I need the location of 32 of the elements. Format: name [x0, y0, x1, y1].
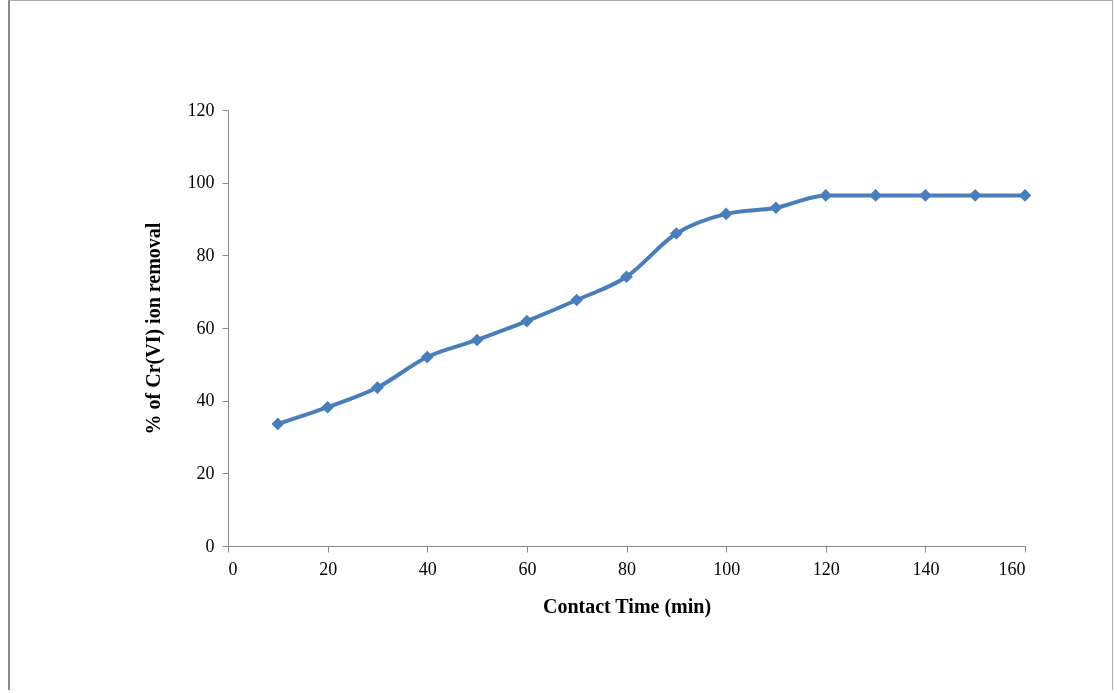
x-tick-label: 160	[998, 558, 1026, 579]
point	[968, 189, 982, 202]
y-tick-label: 100	[187, 172, 215, 193]
x-tick-label: 20	[319, 558, 338, 579]
y-tick-label: 0	[205, 535, 215, 556]
x-tick-label: 140	[912, 558, 940, 579]
y-tick-label: 80	[196, 244, 215, 265]
y-axis-title: % of Cr(VI) ion removal	[141, 222, 165, 435]
point	[520, 314, 534, 328]
x-tick-label: 120	[812, 558, 840, 579]
y-tick-label: 40	[196, 390, 215, 411]
point	[371, 381, 384, 394]
point	[620, 270, 633, 284]
point	[669, 227, 683, 240]
x-tick-label: 40	[418, 558, 437, 579]
y-tick-label: 60	[196, 317, 215, 338]
x-axis-title: Contact Time (min)	[542, 594, 712, 618]
y-tick-label: 20	[196, 462, 215, 483]
point	[271, 417, 285, 431]
point	[470, 333, 484, 347]
point	[1018, 189, 1032, 202]
x-tick-label: 100	[713, 558, 741, 579]
point	[321, 400, 334, 414]
y-tick-label: 120	[187, 99, 215, 120]
point	[719, 207, 733, 221]
point	[570, 293, 584, 307]
x-tick-label: 0	[228, 558, 238, 579]
point	[420, 350, 434, 364]
point	[769, 201, 783, 215]
point	[819, 189, 833, 202]
x-tick-label: 60	[518, 558, 537, 579]
x-tick-label: 80	[618, 558, 636, 579]
